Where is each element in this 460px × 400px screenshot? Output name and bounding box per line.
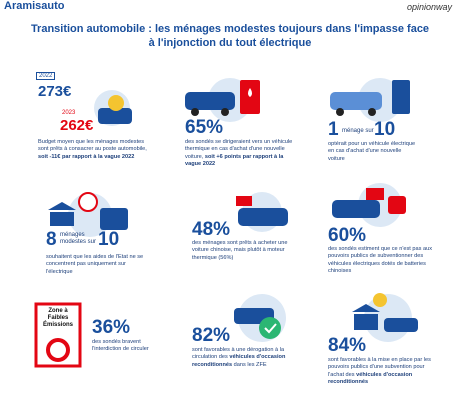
emphasis: soit +6 points par rapport à la vague 20… [185,153,284,167]
text: Budget moyen que les ménages modestes so… [38,139,147,153]
text: des sondés se dirigeraient vers un véhic… [185,139,293,160]
description: des ménages sont prêts à acheter une voi… [192,240,288,261]
amount: 273€ [38,83,72,100]
description: souhaitent que les aides de l'Etat ne se… [46,254,144,275]
description: sont favorables à une dérogation à la ci… [192,347,297,369]
text: dans les ZFE [233,361,267,368]
description: des sondés estiment que ce n'est pas aux… [328,246,432,274]
figure: 1 [328,119,339,140]
connector: ménage sur [342,128,374,134]
description: des sondés se dirigeraient vers un véhic… [185,139,300,168]
emphasis: soit -11€ par rapport à la vague 2022 [38,153,135,160]
emphasis: véhicules d'occasion reconditionnés [328,371,413,385]
partner-logo: opinionway [406,2,452,12]
title: Transition automobile : les ménages mode… [30,23,430,50]
figure: 36% [92,317,131,338]
description: des sondés bravent l'interdiction de cir… [92,339,149,353]
description: Budget moyen que les ménages modestes so… [38,139,150,161]
figure: 10 [98,229,120,250]
figure: 60% [328,225,367,246]
figure: 82% [192,325,231,346]
zfe-sign: Zone à Faibles Émissions [42,308,73,329]
logo: Aramisauto [4,0,65,12]
amount: 262€ [60,117,94,134]
figure: 8 [46,229,57,250]
emphasis: véhicules d'occasion reconditionnés [192,354,286,368]
figure: 48% [192,219,231,240]
text: sont favorables à une dérogation à la ci… [192,347,285,361]
year-label: 2022 [36,72,56,80]
year-label: 2023 [62,110,76,116]
figure: 10 [374,119,396,140]
connector: ménages modestes sur [60,232,97,245]
figure: 65% [185,117,224,138]
figure: 84% [328,335,367,356]
text: sont favorables à la mise en place par l… [328,357,431,378]
description: optérait pour un véhicule électrique en … [328,141,416,162]
description: sont favorables à la mise en place par l… [328,357,438,386]
